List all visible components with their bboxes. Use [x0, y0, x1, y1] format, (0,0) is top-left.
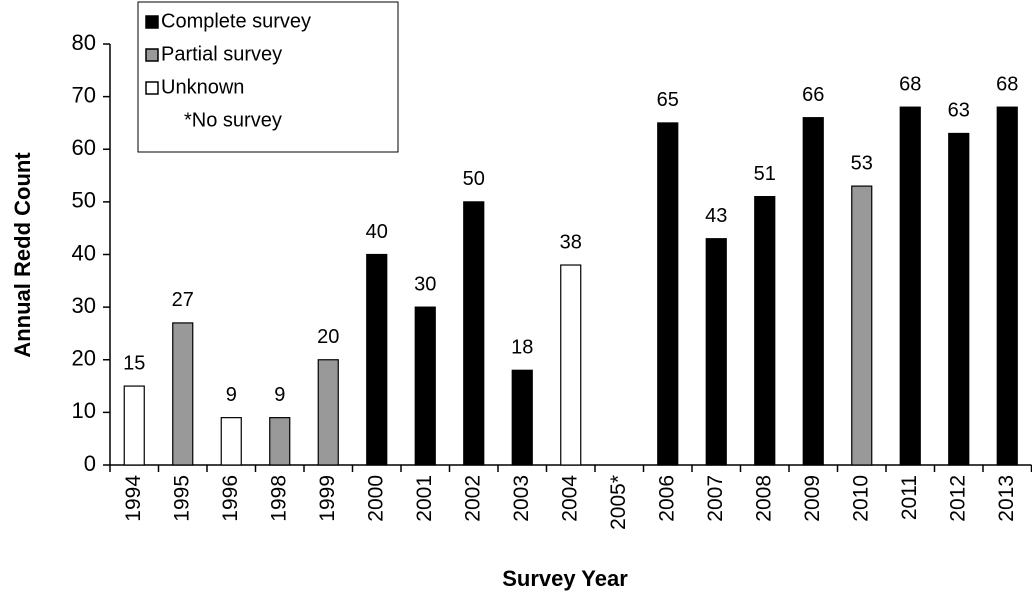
- data-label: 9: [226, 384, 237, 406]
- x-axis-title: Survey Year: [502, 566, 628, 591]
- data-label: 15: [123, 352, 145, 374]
- bar: [948, 132, 970, 466]
- legend-swatch: [145, 15, 159, 29]
- bar: [802, 117, 824, 466]
- bar: [851, 185, 873, 466]
- y-tick-label: 10: [72, 398, 96, 423]
- y-tick-label: 70: [72, 82, 96, 107]
- data-label: 63: [948, 100, 970, 122]
- legend-label: Complete survey: [161, 10, 311, 32]
- bar: [996, 106, 1018, 466]
- x-tick-label: 2008: [752, 475, 775, 522]
- x-tick-label: 2006: [655, 475, 678, 522]
- y-tick-label: 20: [72, 346, 96, 371]
- bar: [899, 106, 921, 466]
- x-tick-label: 2010: [849, 475, 872, 522]
- legend-note: *No survey: [184, 109, 282, 131]
- y-axis-title: Annual Redd Count: [10, 152, 35, 358]
- bar: [366, 253, 388, 466]
- legend-label: Unknown: [161, 76, 244, 98]
- data-label: 65: [657, 89, 679, 111]
- legend-label: Partial survey: [161, 43, 282, 65]
- legend-swatch: [145, 81, 159, 95]
- data-label: 27: [172, 289, 194, 311]
- x-tick-label: 2007: [704, 475, 727, 522]
- legend-swatch: [145, 48, 159, 62]
- y-tick-label: 80: [72, 30, 96, 55]
- y-tick-label: 50: [72, 188, 96, 213]
- bar: [463, 201, 485, 466]
- data-label: 30: [414, 273, 436, 295]
- x-tick-label: 2000: [364, 475, 387, 522]
- legend-box: [137, 1, 399, 153]
- x-tick-label: 1994: [122, 475, 145, 522]
- x-tick-label: 2012: [946, 475, 969, 522]
- x-tick-label: 1995: [170, 475, 193, 522]
- x-tick-label: 2011: [898, 475, 921, 520]
- x-tick-label: 2001: [413, 475, 436, 522]
- data-label: 68: [899, 73, 921, 95]
- bar: [560, 264, 582, 466]
- data-label: 51: [754, 163, 776, 185]
- x-tick-label: 2005*: [607, 475, 630, 530]
- data-label: 40: [366, 221, 388, 243]
- x-tick-label: 2003: [510, 475, 533, 522]
- bar: [172, 322, 194, 466]
- x-tick-label: 1999: [316, 475, 339, 522]
- data-label: 43: [705, 205, 727, 227]
- y-tick-label: 30: [72, 293, 96, 318]
- x-tick-label: 2004: [558, 475, 581, 522]
- bar: [220, 417, 242, 466]
- bar: [705, 238, 727, 466]
- data-label: 68: [996, 73, 1018, 95]
- bar: [511, 369, 533, 466]
- data-label: 18: [511, 337, 533, 359]
- x-tick-label: 2013: [995, 475, 1018, 522]
- data-label: 20: [317, 326, 339, 348]
- bar: [657, 122, 679, 466]
- bar: [754, 196, 776, 466]
- bar: [414, 306, 436, 466]
- data-label: 9: [274, 384, 285, 406]
- x-tick-label: 2002: [461, 475, 484, 522]
- x-tick-label: 2009: [801, 475, 824, 522]
- data-label: 38: [560, 231, 582, 253]
- y-tick-label: 0: [84, 451, 96, 476]
- x-tick-label: 1996: [219, 475, 242, 522]
- data-label: 53: [851, 152, 873, 174]
- y-tick-label: 60: [72, 135, 96, 160]
- bar: [317, 359, 339, 466]
- y-tick-label: 40: [72, 240, 96, 265]
- bar: [269, 417, 291, 466]
- data-label: 50: [463, 168, 485, 190]
- bar: [123, 385, 145, 466]
- x-tick-label: 1998: [267, 475, 290, 522]
- data-label: 66: [802, 84, 824, 106]
